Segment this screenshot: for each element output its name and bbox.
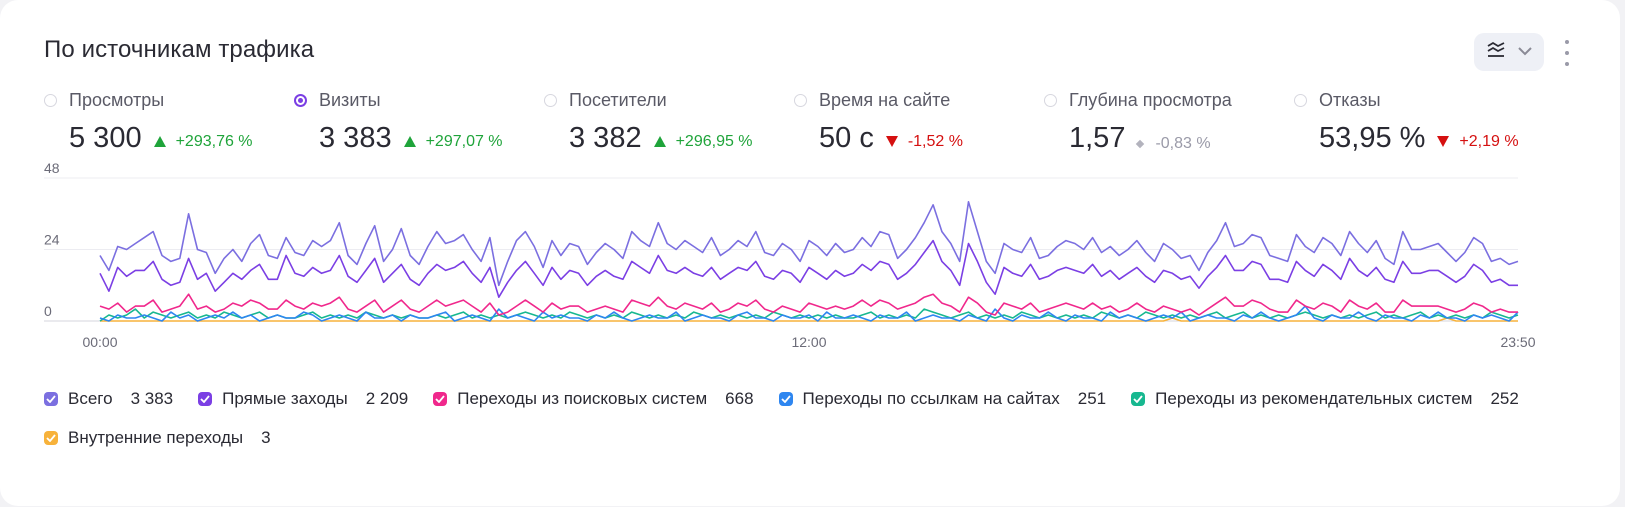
metric-delta: +293,76 % xyxy=(153,132,253,151)
checkbox-icon[interactable] xyxy=(44,392,58,406)
metric-label: Посетители xyxy=(569,89,667,110)
checkbox-icon[interactable] xyxy=(198,392,213,406)
legend-label: Прямые заходы xyxy=(222,389,348,408)
line-chart-icon xyxy=(1486,41,1506,64)
legend-value: 2 209 xyxy=(365,389,409,408)
y-tick-label: 24 xyxy=(44,232,60,248)
x-tick-label: 00:00 xyxy=(82,334,117,350)
legend-item[interactable]: Внутренние переходы 3 xyxy=(44,428,271,448)
metric-header[interactable]: Время на сайте xyxy=(794,88,1034,112)
chevron-down-icon xyxy=(1518,43,1532,61)
checkbox-icon[interactable] xyxy=(778,392,793,406)
series-line-Переходы из поисковых систем xyxy=(99,293,1518,316)
metric-delta: +296,95 % xyxy=(653,132,753,151)
metric-radio[interactable] xyxy=(544,93,557,107)
arrow-down-icon xyxy=(885,136,898,147)
legend-label: Переходы из поисковых систем xyxy=(457,389,708,408)
metric-radio[interactable] xyxy=(44,93,57,107)
widget-title: По источникам трафика xyxy=(44,36,315,63)
metric-radio[interactable] xyxy=(794,93,807,107)
legend-item[interactable]: Прямые заходы 2 209 xyxy=(198,389,408,409)
legend-label: Переходы по ссылкам на сайтах xyxy=(802,389,1060,408)
metric-header[interactable]: Просмотры xyxy=(44,88,284,112)
metric-value: 3 383 xyxy=(319,122,392,154)
metric-value: 1,57 xyxy=(1069,122,1126,154)
metric-delta: +2,19 % xyxy=(1437,132,1519,151)
legend-label: Внутренние переходы xyxy=(68,428,244,447)
legend-value: 3 xyxy=(261,428,271,447)
legend-item[interactable]: Переходы из рекомендательных систем 252 xyxy=(1131,389,1519,409)
metric-2[interactable]: Посетители 3 382 +296,95 % xyxy=(544,88,784,155)
legend-item[interactable]: Всего 3 383 xyxy=(44,389,173,409)
arrow-down-icon xyxy=(1437,136,1450,147)
series-line-Переходы по ссылкам на сайтах xyxy=(99,305,1519,322)
y-tick-label: 48 xyxy=(44,160,60,176)
series-line-Переходы из рекомендательных систем xyxy=(99,308,1519,322)
metric-4[interactable]: Глубина просмотра 1,57 -0,83 % xyxy=(1044,88,1284,155)
legend-item[interactable]: Переходы из поисковых систем 668 xyxy=(433,389,754,409)
metric-delta-text: -0,83 % xyxy=(1155,135,1211,152)
arrow-up-icon xyxy=(653,136,666,147)
x-tick-label: 12:00 xyxy=(791,334,826,350)
metric-label: Отказы xyxy=(1319,89,1381,110)
metric-delta-text: +296,95 % xyxy=(675,132,753,150)
checkbox-icon[interactable] xyxy=(44,431,58,445)
metric-header[interactable]: Посетители xyxy=(544,88,784,112)
metric-0[interactable]: Просмотры 5 300 +293,76 % xyxy=(44,88,284,155)
metric-radio[interactable] xyxy=(1044,93,1057,107)
series-line-Внутренние переходы xyxy=(100,317,1518,322)
metric-delta: -0,83 % xyxy=(1136,135,1211,153)
metric-header[interactable]: Визиты xyxy=(294,88,534,112)
metric-delta-text: -1,52 % xyxy=(907,132,963,150)
metric-value: 53,95 % xyxy=(1319,122,1426,154)
checkbox-icon[interactable] xyxy=(433,392,448,406)
series-line-Прямые заходы xyxy=(99,239,1518,298)
metric-5[interactable]: Отказы 53,95 % +2,19 % xyxy=(1294,88,1534,155)
arrow-up-icon xyxy=(403,136,416,147)
checkbox-icon[interactable] xyxy=(1131,392,1146,406)
metric-radio[interactable] xyxy=(294,93,307,107)
metric-value: 5 300 xyxy=(69,122,142,154)
metric-delta-text: +2,19 % xyxy=(1459,132,1519,150)
diamond-icon xyxy=(1136,139,1145,149)
metric-delta: +297,07 % xyxy=(403,132,503,151)
arrow-up-icon xyxy=(153,136,166,147)
chart-type-button[interactable] xyxy=(1474,33,1544,71)
metric-header[interactable]: Глубина просмотра xyxy=(1044,88,1284,112)
legend: Всего 3 383 Прямые заходы 2 209 Переходы из … xyxy=(44,388,1604,466)
metric-3[interactable]: Время на сайте 50 с -1,52 % xyxy=(794,88,1034,155)
metric-radio[interactable] xyxy=(1294,93,1307,107)
metric-value: 50 с xyxy=(819,122,874,154)
legend-label: Всего xyxy=(68,389,113,408)
metric-1[interactable]: Визиты 3 383 +297,07 % xyxy=(294,88,534,155)
legend-value: 3 383 xyxy=(130,389,174,408)
legend-item[interactable]: Переходы по ссылкам на сайтах 251 xyxy=(778,389,1107,409)
metric-label: Просмотры xyxy=(69,89,165,110)
legend-value: 251 xyxy=(1077,389,1107,408)
metric-label: Время на сайте xyxy=(819,89,951,110)
metric-delta-text: +293,76 % xyxy=(175,132,253,150)
legend-label: Переходы из рекомендательных систем xyxy=(1155,389,1473,408)
x-tick-label: 23:50 xyxy=(1500,334,1535,350)
metric-header[interactable]: Отказы xyxy=(1294,88,1534,112)
metric-delta: -1,52 % xyxy=(885,132,963,151)
metric-label: Глубина просмотра xyxy=(1069,89,1232,110)
line-chart: 0 24 48 00:00 12:00 23:50 xyxy=(44,160,1536,350)
metric-value: 3 382 xyxy=(569,122,642,154)
series-line-Всего xyxy=(99,200,1519,287)
legend-value: 668 xyxy=(725,389,754,408)
legend-value: 252 xyxy=(1490,389,1519,408)
metric-label: Визиты xyxy=(319,89,381,110)
more-vertical-icon[interactable] xyxy=(1562,40,1572,66)
y-tick-label: 0 xyxy=(44,303,52,319)
metric-delta-text: +297,07 % xyxy=(425,132,503,150)
